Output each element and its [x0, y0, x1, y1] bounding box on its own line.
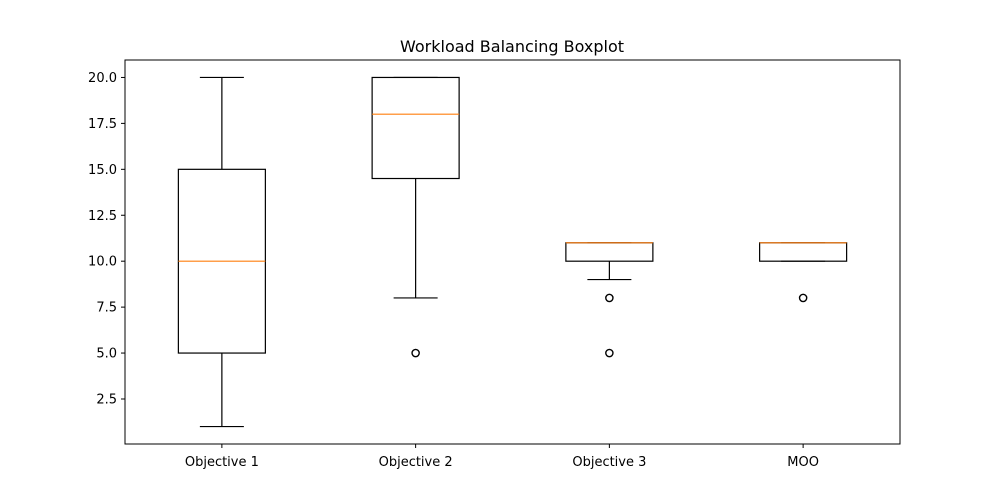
y-tick-label: 2.5 [96, 392, 117, 407]
y-tick-label: 20.0 [88, 71, 117, 86]
outlier-point [411, 348, 420, 358]
box-iqr [565, 242, 654, 262]
box-iqr [371, 76, 460, 180]
outlier-point [605, 293, 614, 303]
outlier-point [605, 348, 614, 358]
plot-frame [124, 59, 901, 445]
x-tick-label: Objective 2 [379, 455, 453, 470]
y-tick-label: 7.5 [96, 301, 117, 316]
plot-area: 2.5 5.0 7.5 10.0 12.5 15.0 17.5 20.0 Objective 1… [88, 71, 848, 470]
outlier-point [798, 293, 808, 303]
box-iqr [759, 242, 848, 262]
y-tick-label: 10.0 [88, 255, 117, 270]
chart-title: Workload Balancing Boxplot [400, 37, 624, 56]
y-tick-label: 12.5 [88, 209, 117, 224]
y-tick-label: 5.0 [96, 347, 117, 362]
y-tick-label: 17.5 [88, 117, 117, 132]
x-tick-label: MOO [787, 455, 819, 470]
x-tick-label: Objective 1 [185, 455, 259, 470]
x-tick-label: Objective 3 [572, 455, 646, 470]
y-tick-label: 15.0 [88, 163, 117, 178]
